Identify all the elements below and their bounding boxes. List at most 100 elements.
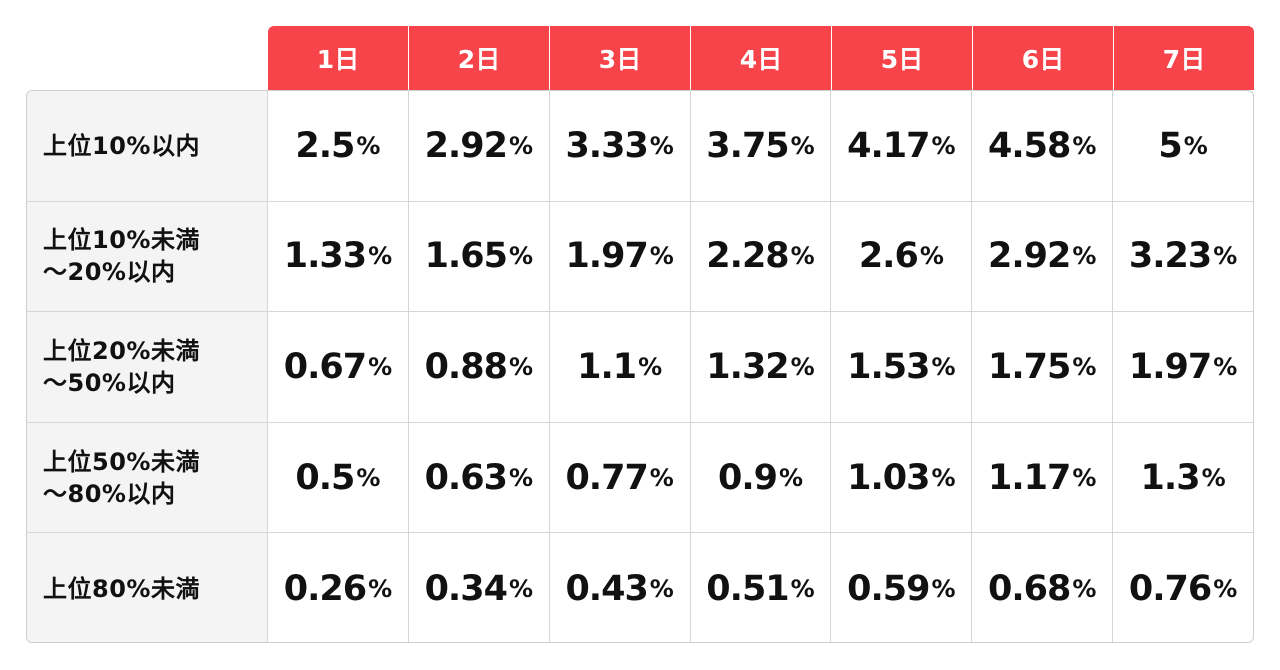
percent-unit: %	[919, 242, 944, 271]
rate-cell: 1.1%	[550, 312, 691, 422]
rate-value: 1.65	[424, 236, 508, 277]
percent-unit: %	[508, 242, 533, 271]
rate-cell: 1.75%	[972, 312, 1114, 422]
rate-value: 1.53	[847, 346, 930, 387]
rate-cell: 3.75%	[691, 91, 832, 201]
day-header-6: 6日	[973, 26, 1114, 90]
table-row: 上位80%未満 0.26% 0.34% 0.43% 0.51% 0.59% 0.…	[27, 533, 1253, 642]
rate-value: 1.17	[988, 457, 1071, 498]
rate-cell: 0.68%	[972, 533, 1114, 642]
rate-cell: 4.17%	[831, 91, 973, 201]
rate-value: 5	[1158, 125, 1182, 166]
percent-unit: %	[356, 131, 381, 160]
percent-unit: %	[356, 463, 381, 492]
rate-cell: 2.92%	[972, 201, 1114, 312]
day-header-5: 5日	[832, 26, 973, 90]
table-row: 上位10%以内 2.5% 2.92% 3.33% 3.75% 4.17% 4.5…	[27, 91, 1253, 202]
day-header-7: 7日	[1114, 26, 1254, 90]
rate-value: 0.68	[988, 568, 1071, 609]
rate-value: 0.88	[424, 346, 508, 387]
rate-value: 1.3	[1140, 457, 1201, 498]
percent-unit: %	[790, 131, 815, 160]
percent-unit: %	[368, 242, 393, 271]
rate-cell: 2.6%	[831, 201, 973, 312]
percent-unit: %	[1213, 574, 1238, 603]
rate-cell: 0.26%	[268, 533, 409, 642]
rate-cell: 0.34%	[409, 533, 550, 642]
rate-value: 4.17	[847, 125, 930, 166]
day-header-4: 4日	[691, 26, 832, 90]
percent-unit: %	[649, 463, 674, 492]
rate-cell: 0.67%	[268, 312, 409, 422]
percent-unit: %	[1072, 131, 1097, 160]
rate-cell: 1.3%	[1113, 423, 1253, 533]
percent-unit: %	[508, 131, 533, 160]
rate-value: 0.9	[717, 457, 778, 498]
percent-unit: %	[1183, 131, 1208, 160]
rate-value: 2.28	[706, 236, 789, 277]
rate-cell: 2.28%	[691, 201, 832, 312]
day-header-2: 2日	[409, 26, 550, 90]
rate-value: 0.34	[424, 568, 508, 609]
percent-unit: %	[790, 574, 815, 603]
rate-cell: 1.03%	[831, 422, 973, 533]
rate-cell: 5%	[1113, 91, 1253, 201]
percent-unit: %	[649, 131, 674, 160]
percent-unit: %	[368, 574, 393, 603]
percent-unit: %	[1072, 352, 1097, 381]
rate-cell: 0.9%	[691, 422, 832, 533]
rate-cell: 0.63%	[409, 422, 550, 533]
percent-unit: %	[1213, 242, 1238, 271]
percent-unit: %	[790, 242, 815, 271]
percent-unit: %	[931, 131, 956, 160]
row-label: 上位10%未満 〜20%以内	[27, 201, 268, 312]
rate-cell: 1.65%	[409, 201, 550, 312]
rate-cell: 3.23%	[1113, 202, 1253, 312]
rate-value: 0.51	[706, 568, 789, 609]
rate-value: 2.5	[295, 125, 355, 166]
table-row: 上位20%未満 〜50%以内 0.67% 0.88% 1.1% 1.32% 1.…	[27, 312, 1253, 423]
percent-unit: %	[1072, 574, 1097, 603]
rate-value: 0.63	[424, 457, 508, 498]
rate-value: 3.33	[565, 125, 648, 166]
rate-cell: 1.97%	[550, 201, 691, 312]
rate-value: 0.77	[565, 457, 648, 498]
rate-value: 1.75	[988, 346, 1071, 387]
rate-value: 2.92	[988, 236, 1071, 277]
rate-cell: 1.97%	[1113, 312, 1253, 422]
rate-value: 0.76	[1128, 568, 1212, 609]
percent-unit: %	[649, 242, 674, 271]
rate-value: 0.5	[295, 457, 355, 498]
percent-unit: %	[508, 574, 533, 603]
rate-value: 1.97	[565, 236, 648, 277]
rate-cell: 4.58%	[972, 91, 1114, 201]
percent-unit: %	[638, 352, 663, 381]
percent-unit: %	[1072, 242, 1097, 271]
rate-value: 0.43	[565, 568, 648, 609]
rate-cell: 0.51%	[691, 533, 832, 642]
row-label: 上位10%以内	[27, 91, 268, 201]
rate-value: 1.03	[847, 457, 930, 498]
row-label: 上位80%未満	[27, 533, 268, 642]
rate-cell: 1.17%	[972, 422, 1114, 533]
row-label: 上位20%未満 〜50%以内	[27, 312, 268, 422]
rate-value: 1.1	[577, 346, 637, 387]
rate-value: 1.32	[706, 346, 789, 387]
percent-unit: %	[931, 352, 956, 381]
rate-cell: 0.43%	[550, 533, 691, 642]
percent-unit: %	[1213, 352, 1238, 381]
rate-cell: 0.5%	[268, 422, 409, 533]
rate-value: 0.67	[283, 346, 367, 387]
percent-unit: %	[649, 574, 674, 603]
rate-value: 2.6	[858, 236, 919, 277]
percent-unit: %	[508, 352, 533, 381]
percent-unit: %	[931, 463, 956, 492]
rate-value: 1.33	[283, 236, 367, 277]
rate-cell: 0.88%	[409, 312, 550, 422]
rate-value: 2.92	[424, 125, 508, 166]
rate-cell: 1.32%	[691, 312, 832, 422]
rate-value: 0.59	[847, 568, 930, 609]
rate-value: 3.23	[1128, 236, 1212, 277]
table-row: 上位10%未満 〜20%以内 1.33% 1.65% 1.97% 2.28% 2…	[27, 201, 1253, 313]
percent-unit: %	[1201, 463, 1226, 492]
